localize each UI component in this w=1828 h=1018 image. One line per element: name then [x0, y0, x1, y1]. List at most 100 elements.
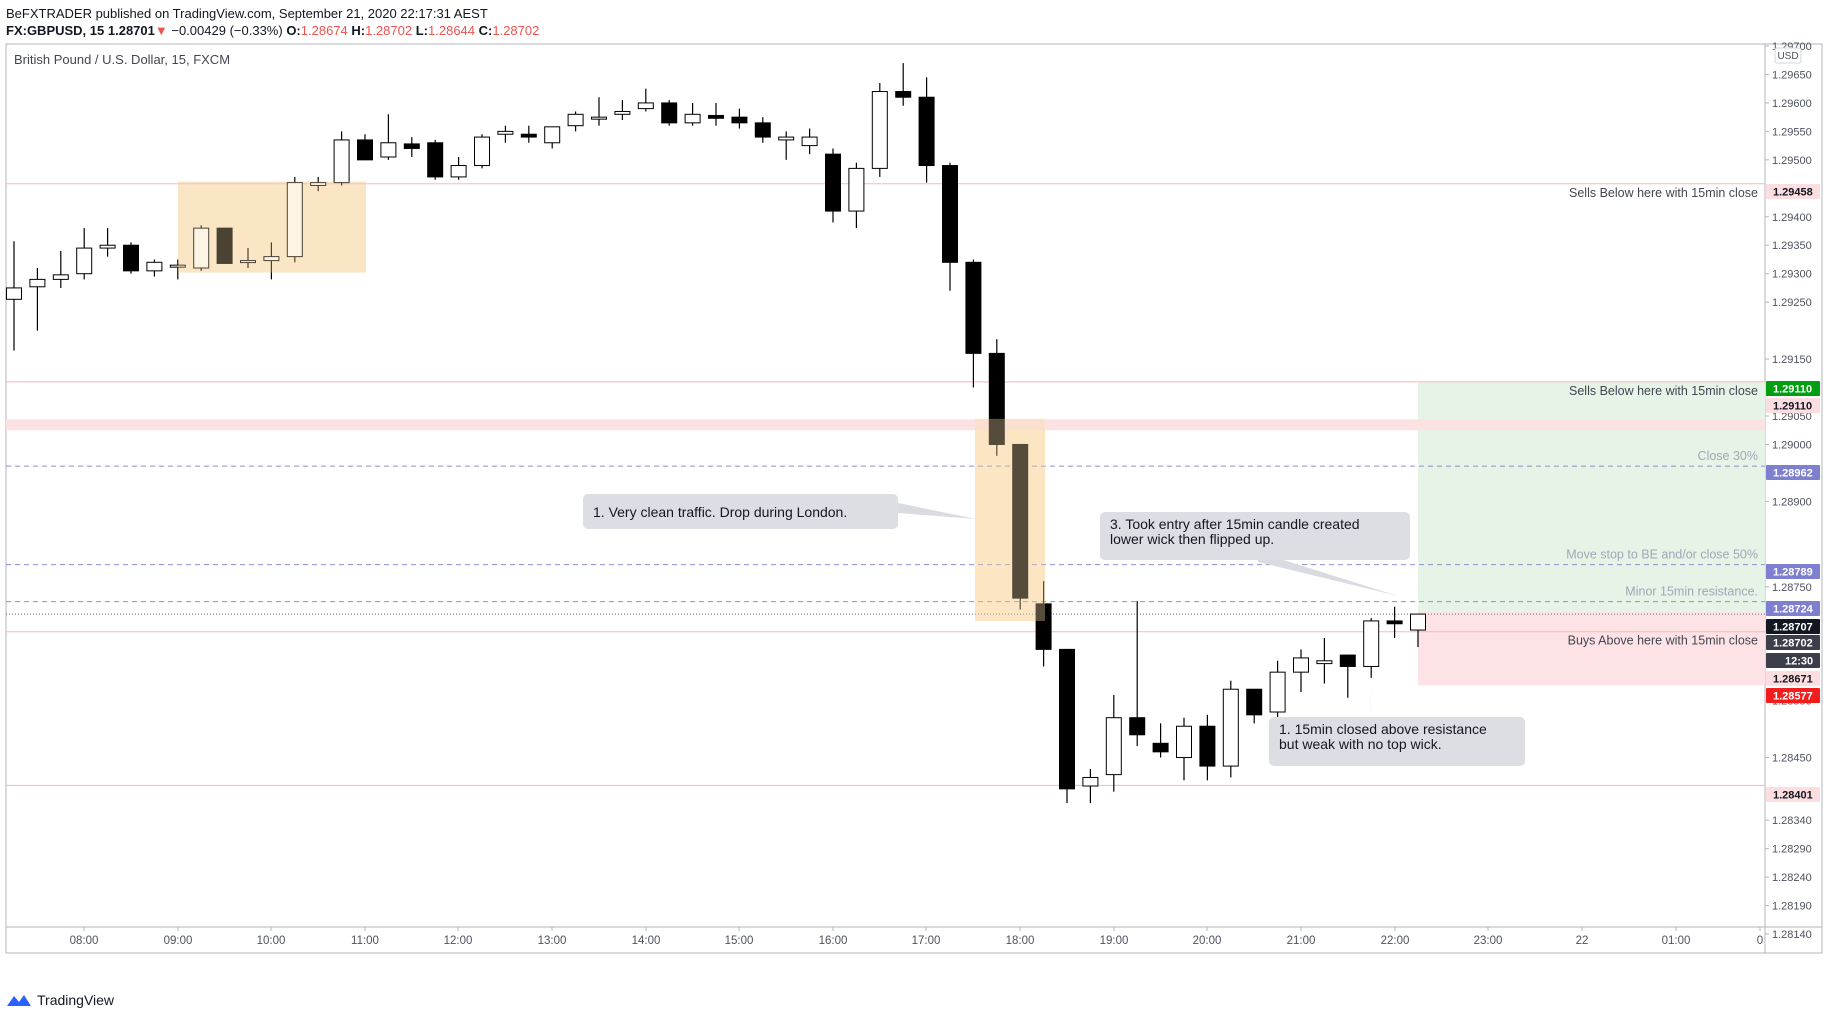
candle-body-down: [427, 142, 444, 178]
candle-57: [1339, 654, 1356, 698]
price-badge-0: [1766, 184, 1820, 199]
candle-27: [637, 88, 654, 112]
candle-body-down: [357, 139, 373, 161]
candle-42: [988, 339, 1005, 456]
chart-title: British Pound / U.S. Dollar, 15, FXCM: [14, 52, 230, 67]
candle-14: [333, 131, 350, 186]
annotation-callout-1: 3. Took entry after 15min candle created…: [1100, 512, 1410, 596]
candle-34: [801, 128, 818, 155]
candle-21: [497, 125, 514, 143]
open-value: 1.28674: [300, 23, 348, 38]
annotation-text-line: 1. 15min closed above resistance: [1279, 721, 1487, 737]
candle-body-down: [403, 143, 420, 149]
candle-8: [193, 225, 210, 271]
candle-37: [871, 83, 888, 177]
candle-body-up: [497, 130, 514, 135]
price-badge-text-0: 1.29458: [1773, 187, 1813, 199]
price-badge-text-5: 1.28724: [1773, 604, 1814, 616]
candle-51: [1199, 714, 1216, 781]
price-badge-6: [1766, 619, 1820, 634]
candle-body-down: [825, 153, 841, 212]
price-badge-10: [1766, 688, 1820, 703]
candle-body-up: [146, 261, 163, 272]
candle-56: [1316, 638, 1333, 684]
candle-40: [942, 162, 958, 291]
highlight-box-morning-overlay: [178, 181, 366, 273]
candle-body-up: [263, 256, 280, 262]
candle-body-up: [52, 274, 69, 280]
candle-body-down: [520, 133, 537, 138]
x-tick-label-11: 19:00: [1100, 935, 1129, 947]
x-tick-label-14: 22:00: [1381, 935, 1410, 947]
tradingview-branding[interactable]: TradingView: [7, 990, 114, 1010]
candle-body-up: [193, 227, 210, 269]
price-badge-2: [1766, 398, 1820, 413]
candle-body-up: [684, 113, 701, 124]
y-tick-label-2: 1.29600: [1772, 98, 1812, 110]
candle-body-up: [286, 182, 303, 258]
candle-body-down: [216, 227, 233, 264]
x-tick-label-6: 14:00: [632, 935, 661, 947]
candle-16: [380, 114, 397, 160]
annotation-pointer: [1258, 552, 1398, 596]
close-label: C:: [478, 23, 493, 38]
candle-4: [99, 228, 116, 257]
level-label-6: Buys Above here with 15min close: [1568, 634, 1758, 648]
y-tick-label-6: 1.29350: [1772, 240, 1812, 252]
x-tick-label-18: 0: [1757, 935, 1763, 947]
level-label-0: Sells Below here with 15min close: [1569, 186, 1758, 200]
candle-body-up: [169, 264, 186, 268]
currency-badge: [1774, 47, 1802, 64]
candle-22: [520, 125, 537, 143]
y-tick-label-7: 1.29300: [1772, 269, 1812, 281]
candle-24: [567, 111, 584, 132]
candle-body-down: [754, 122, 771, 138]
price-badge-text-9: 1.28671: [1773, 674, 1813, 686]
candle-body-down: [1035, 603, 1052, 650]
candle-15: [357, 134, 373, 161]
candle-body-up: [848, 167, 865, 212]
price-badge-text-1: 1.29110: [1773, 384, 1812, 396]
x-tick-label-16: 22: [1576, 935, 1589, 947]
high-label: H:: [351, 23, 366, 38]
price-badge-11: [1766, 787, 1820, 802]
symbol-ohlc-line: FX:GBPUSD, 15 1.28701▼ −0.00429 (−0.33%)…: [6, 23, 539, 38]
candle-53: [1246, 688, 1263, 724]
down-arrow-icon: ▼: [154, 23, 168, 38]
candle-body-down: [1012, 443, 1029, 599]
y-tick-label-10: 1.29050: [1772, 411, 1812, 423]
candle-35: [825, 148, 841, 223]
low-value: 1.28644: [428, 23, 476, 38]
candle-body-down: [942, 165, 958, 263]
tradingview-logo-icon: [7, 995, 31, 1006]
annotation-box: [583, 494, 898, 529]
annotation-text-line: but weak with no top wick.: [1279, 736, 1442, 752]
candle-body-up: [474, 136, 490, 167]
candle-body-up: [637, 102, 654, 110]
price-badge-9: [1766, 671, 1820, 686]
candle-body-up: [567, 113, 584, 127]
candle-body-up: [380, 142, 397, 158]
candle-32: [754, 117, 771, 143]
price-badge-5: [1766, 601, 1820, 616]
y-tick-label-3: 1.29550: [1772, 126, 1812, 138]
candle-body-down: [1129, 717, 1146, 736]
candle-23: [544, 126, 561, 149]
candle-39: [918, 77, 935, 183]
annotation-box: [1269, 717, 1525, 766]
price-badge-4: [1766, 564, 1820, 579]
candle-30: [708, 102, 724, 126]
x-tick-label-5: 13:00: [538, 935, 567, 947]
candle-9: [216, 227, 233, 264]
price-badge-text-10: 1.28577: [1773, 691, 1813, 703]
candle-body-up: [1316, 660, 1333, 665]
price-badge-8: [1766, 653, 1820, 668]
price-badge-1: [1766, 381, 1820, 396]
candle-45: [1059, 648, 1075, 804]
candle-body-down: [965, 261, 982, 354]
price-badge-text-2: 1.29110: [1773, 401, 1812, 413]
y-tick-label-17: 1.28290: [1772, 844, 1812, 856]
price-badge-text-4: 1.28789: [1773, 567, 1813, 579]
high-value: 1.28702: [365, 23, 413, 38]
